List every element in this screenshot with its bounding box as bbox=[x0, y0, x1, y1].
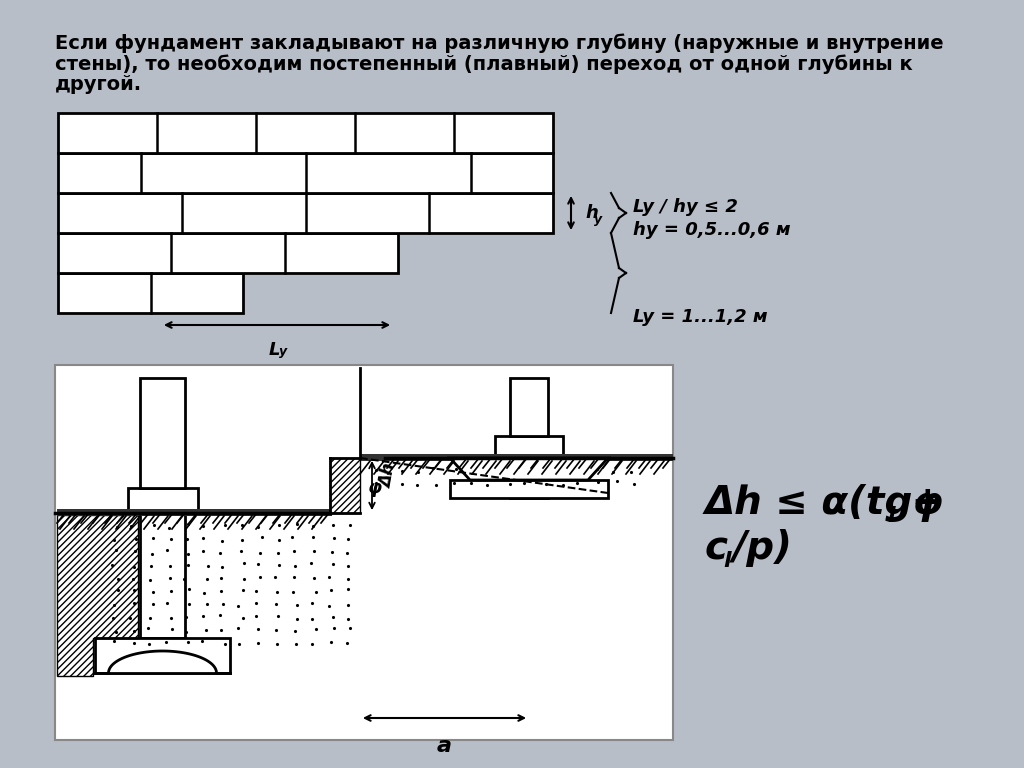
Text: l: l bbox=[887, 506, 895, 526]
Bar bbox=[510, 378, 548, 436]
Text: h: h bbox=[585, 204, 598, 222]
Text: hy = 0,5...0,6 м: hy = 0,5...0,6 м bbox=[633, 221, 791, 239]
Text: l: l bbox=[723, 551, 731, 571]
Bar bbox=[57, 509, 332, 516]
Text: +: + bbox=[898, 484, 944, 522]
Bar bbox=[495, 436, 563, 458]
Bar bbox=[58, 153, 553, 193]
Polygon shape bbox=[330, 458, 360, 513]
Text: a: a bbox=[436, 736, 452, 756]
Text: L: L bbox=[268, 341, 280, 359]
Polygon shape bbox=[450, 458, 608, 480]
Bar bbox=[510, 458, 548, 498]
Bar bbox=[450, 480, 608, 498]
Bar bbox=[128, 488, 198, 513]
Text: y: y bbox=[594, 213, 602, 226]
Text: Ly = 1...1,2 м: Ly = 1...1,2 м bbox=[633, 308, 768, 326]
Text: другой.: другой. bbox=[55, 75, 142, 94]
Text: y: y bbox=[279, 345, 287, 358]
Text: стены), то необходим постепенный (плавный) переход от одной глубины к: стены), то необходим постепенный (плавны… bbox=[55, 54, 912, 74]
Bar bbox=[140, 513, 185, 638]
Bar bbox=[95, 638, 230, 673]
Bar bbox=[58, 193, 553, 233]
Bar bbox=[360, 454, 673, 461]
Bar bbox=[58, 273, 243, 313]
Text: c: c bbox=[705, 529, 728, 567]
Text: Ly / hy ≤ 2: Ly / hy ≤ 2 bbox=[633, 198, 738, 216]
Text: /p): /p) bbox=[733, 529, 793, 567]
Text: Δh: Δh bbox=[377, 462, 399, 489]
Text: Если фундамент закладывают на различную глубину (наружные и внутрение: Если фундамент закладывают на различную … bbox=[55, 33, 944, 52]
Bar bbox=[58, 113, 553, 153]
Bar bbox=[55, 365, 673, 740]
Text: Δℎ ≤ α(tgφ: Δℎ ≤ α(tgφ bbox=[705, 484, 944, 522]
Bar bbox=[58, 233, 398, 273]
Text: φ: φ bbox=[368, 479, 382, 497]
Bar bbox=[140, 378, 185, 488]
